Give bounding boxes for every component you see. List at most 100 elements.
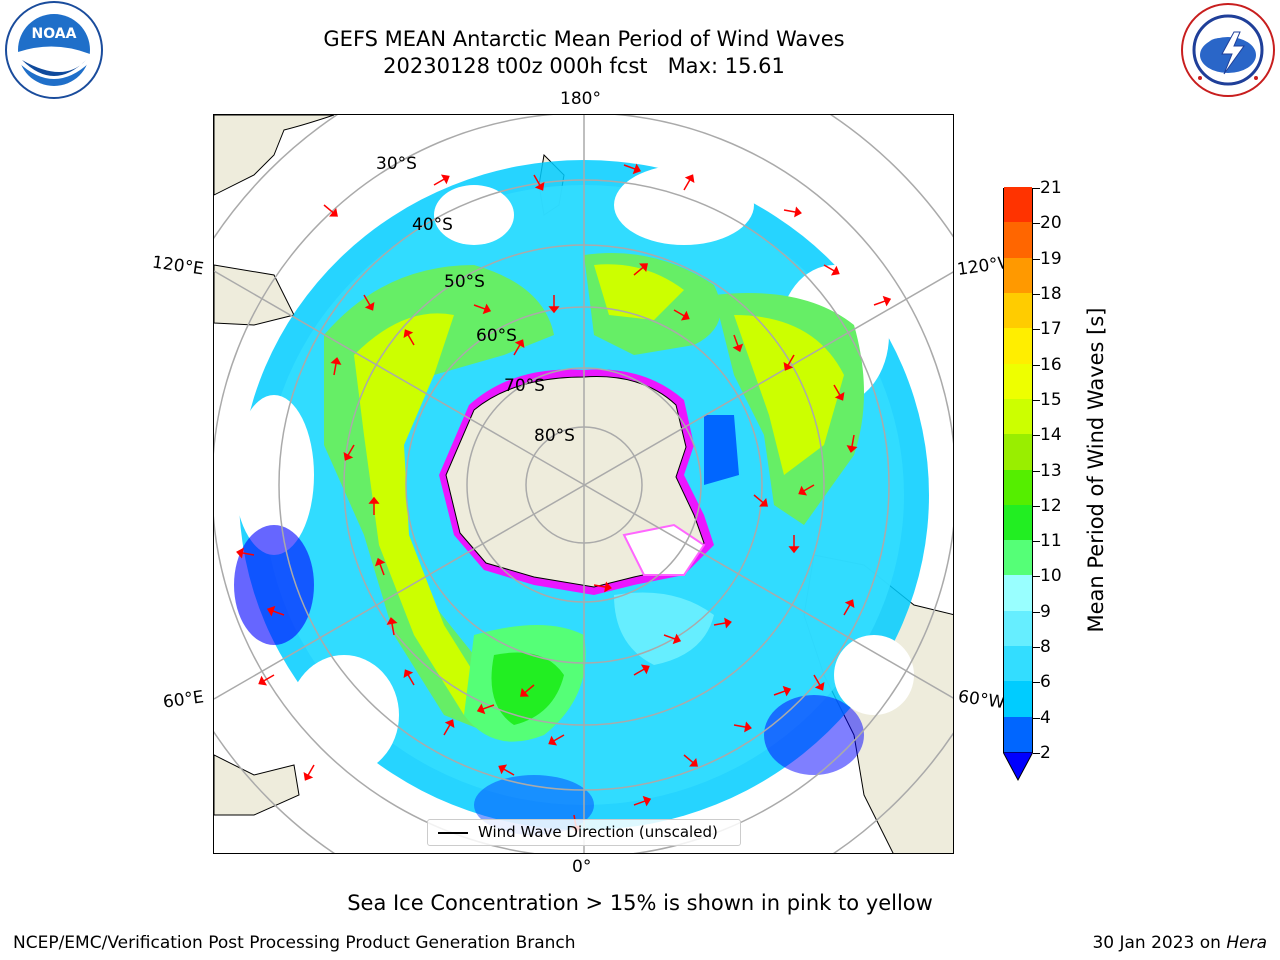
wind-wave-arrow-head: [744, 721, 752, 733]
colorbar-segment: [1004, 327, 1032, 364]
page-subtitle: 20230128 t00z 000h fcst Max: 15.61: [383, 54, 785, 78]
footer-host: Hera: [1226, 933, 1267, 953]
wind-wave-arrow-head: [640, 664, 650, 675]
colorbar-tick-mark: [1033, 435, 1040, 437]
lon-label-180: 180°: [560, 89, 601, 109]
wind-wave-arrow-head: [386, 617, 398, 625]
wind-wave-arrow: [503, 768, 515, 776]
wind-wave-arrow: [733, 724, 746, 728]
lat-label-50s: 50°S: [444, 272, 485, 292]
lon-label-120e: 120°E: [150, 252, 205, 280]
wind-wave-arrow: [773, 690, 786, 696]
wind-wave-arrow-head: [534, 181, 545, 191]
wind-wave-arrow-head: [403, 669, 414, 679]
colorbar-tick-mark: [1033, 647, 1040, 649]
wind-wave-arrow: [433, 178, 445, 186]
wind-wave-arrow: [263, 674, 275, 682]
colorbar-tick-label: 6: [1040, 672, 1051, 693]
colorbar-segment: [1004, 610, 1032, 647]
colorbar-tick-label: 13: [1040, 460, 1062, 481]
colorbar-tick-label: 14: [1040, 425, 1062, 446]
sea-ice-note: Sea Ice Concentration > 15% is shown in …: [347, 891, 933, 915]
wind-wave-arrow-head: [236, 547, 244, 559]
wind-wave-arrow: [513, 344, 521, 356]
wind-wave-arrow-head: [266, 605, 276, 617]
wind-wave-arrow: [363, 294, 371, 306]
colorbar-tick-mark: [1033, 188, 1040, 189]
wind-wave-arrow-head: [403, 329, 414, 339]
wind-wave-arrow: [347, 444, 355, 456]
wind-wave-arrow-head: [783, 361, 794, 371]
wind-wave-arrow: [553, 734, 565, 742]
colorbar-segment: [1004, 257, 1032, 293]
wind-wave-arrow: [783, 209, 796, 213]
wind-wave-arrow-head: [689, 757, 698, 767]
footer-date: 30 Jan 2023 on Hera: [1092, 933, 1267, 953]
colorbar-tick-label: 20: [1040, 213, 1062, 234]
wind-wave-arrow: [242, 552, 255, 556]
wind-wave-arrow: [713, 622, 726, 626]
wind-wave-arrow: [407, 674, 415, 686]
colorbar-tick-label: 4: [1040, 707, 1051, 728]
wind-wave-arrow-head: [440, 174, 450, 185]
wind-wave-arrow-head: [444, 719, 455, 729]
wind-wave-arrow: [473, 304, 486, 310]
wind-wave-arrow-head: [632, 163, 642, 175]
footer-credit: NCEP/EMC/Verification Post Processing Pr…: [13, 933, 576, 953]
antarctic-map: 30°S 40°S 50°S 60°S 70°S 80°S: [213, 114, 954, 854]
wind-wave-arrow-head: [642, 795, 652, 807]
wind-wave-arrow: [623, 164, 636, 170]
colorbar-label: Mean Period of Wind Waves [s]: [1084, 307, 1108, 633]
colorbar-tick-label: 11: [1040, 531, 1062, 552]
wind-wave-arrow: [663, 634, 676, 640]
colorbar-tick-mark: [1033, 576, 1040, 578]
colorbar-tick-mark: [1033, 258, 1040, 260]
colorbar-tick-label: 9: [1040, 601, 1051, 622]
colorbar-segment: [1004, 433, 1032, 470]
colorbar-tick-label: 19: [1040, 248, 1062, 269]
footer-date-text: 30 Jan 2023 on: [1092, 933, 1227, 953]
wind-wave-arrow-head: [794, 206, 802, 218]
colorbar-tick-label: 10: [1040, 566, 1062, 587]
colorbar-tick-label: 17: [1040, 319, 1062, 340]
colorbar-tick-mark: [1033, 753, 1040, 754]
colorbar-segment: [1004, 292, 1032, 329]
wind-wave-arrow: [843, 604, 851, 616]
wind-wave-arrow-head: [604, 581, 612, 593]
lat-label-30s: 30°S: [376, 154, 417, 174]
colorbar-segment: [1004, 680, 1032, 717]
wind-wave-arrow: [272, 610, 285, 616]
colorbar-segment: [1004, 221, 1032, 258]
wind-wave-arrow: [482, 704, 495, 710]
legend-line-swatch: [438, 832, 468, 834]
wind-wave-arrow-head: [882, 295, 892, 307]
colorbar-tick-mark: [1033, 399, 1040, 401]
wind-wave-arrow-head: [672, 633, 682, 645]
colorbar-tick-label: 8: [1040, 637, 1051, 658]
wind-wave-arrow-head: [482, 303, 492, 315]
wind-wave-arrow: [683, 754, 694, 764]
colorbar-tick-mark: [1033, 223, 1040, 225]
wind-wave-arrow-head: [364, 301, 375, 311]
wind-wave-arrow: [323, 204, 334, 214]
colorbar-tick-mark: [1033, 293, 1040, 295]
lat-label-40s: 40°S: [412, 215, 453, 235]
colorbar-tick-mark: [1033, 329, 1040, 331]
colorbar-segment: [1004, 398, 1032, 435]
wind-wave-arrow: [803, 484, 815, 492]
colorbar-tick-mark: [1033, 717, 1040, 719]
wind-wave-arrow: [391, 623, 395, 636]
colorbar-tick-label: 16: [1040, 354, 1062, 375]
colorbar-tick-label: 18: [1040, 283, 1062, 304]
wind-wave-arrow: [753, 494, 764, 504]
lat-label-80s: 80°S: [534, 426, 575, 446]
colorbar-tick-label: 21: [1040, 178, 1062, 198]
wind-wave-arrow: [407, 334, 415, 346]
wind-wave-arrow-head: [476, 703, 486, 715]
wind-wave-arrow: [683, 179, 691, 191]
wind-wave-arrow-head: [303, 771, 314, 781]
wind-wave-arrow: [524, 684, 535, 694]
wind-wave-arrow: [733, 334, 739, 347]
wind-wave-arrow-head: [548, 306, 560, 314]
wind-wave-arrow: [673, 309, 685, 317]
